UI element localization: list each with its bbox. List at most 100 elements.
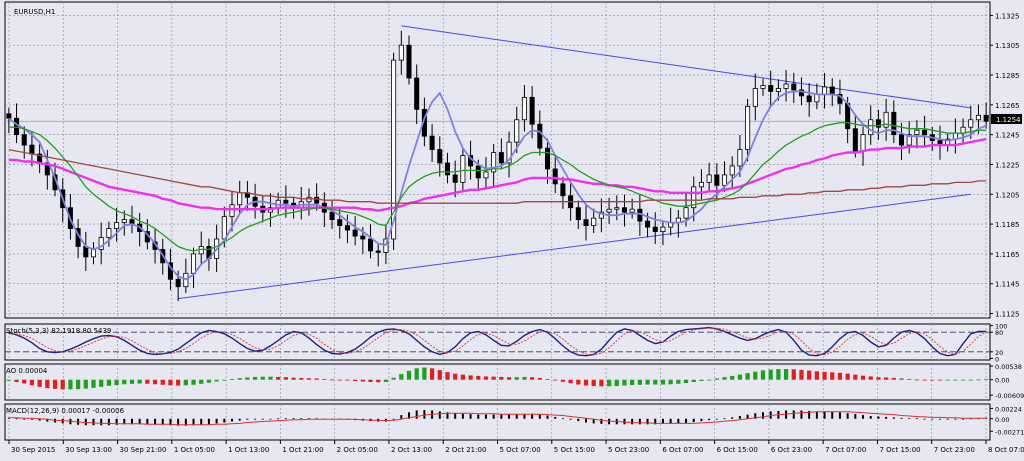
macd-bar [708,418,711,421]
macd-bar [100,418,103,426]
price-tick-label: 1.1185 [995,221,1020,229]
macd-bar [484,414,487,419]
x-tick-label: 1 Oct 13:00 [228,446,269,454]
candle-body [121,219,127,224]
candle-body [791,83,797,91]
candle-body [814,94,820,103]
macd-tick-label: -0.00271 [995,428,1024,436]
ao-bar [730,375,735,380]
macd-bar [546,415,549,419]
macd-bar [584,418,587,423]
macd-bar [461,413,464,419]
macd-bar [423,410,426,419]
stoch-signal-line [8,327,987,356]
ao-bar [229,379,235,381]
candle-body [891,111,897,136]
macd-bar [561,418,564,420]
moving-average-line [8,148,987,204]
candle-body [398,44,404,61]
candle-body [306,196,312,203]
trendline[interactable] [178,193,971,300]
macd-bar [15,418,18,420]
stochastic-panel[interactable] [5,326,990,357]
stoch-tick-label: 80 [995,329,1003,337]
macd-bar [400,415,403,419]
price-tick-label: 1.1225 [995,161,1020,169]
candle-body [360,235,366,240]
ao-bar [145,379,150,384]
x-tick-label: 7 Oct 23:00 [934,446,975,454]
ao-bar [114,379,119,386]
candle-body [452,174,458,183]
trendline[interactable] [401,25,971,109]
ao-bar [953,379,958,381]
macd-bar [554,416,557,419]
axes: 30 Sep 2015 30 Sep 13:00 30 Sep 21:00 1 Oct… [8,12,1024,454]
candle-body [737,149,743,167]
candle-body [552,168,558,185]
ao-bar [306,378,312,380]
x-tick-label: 6 Oct 15:00 [717,446,758,454]
macd-bar [477,414,480,419]
macd-bar [931,418,934,420]
candle-body [491,152,497,173]
ao-bar [75,379,81,390]
ao-bar [606,379,612,387]
ao-bar [722,377,727,380]
ao-bar [660,379,666,385]
ao-bar [91,379,96,388]
macd-bar [500,414,503,419]
awesome-oscillator-panel[interactable] [6,367,989,390]
price-tick-label: 1.1205 [995,191,1020,199]
candle-body [691,186,697,209]
ao-bar [853,374,858,380]
macd-bar [300,418,303,420]
candle-body [175,278,181,288]
macd-bar [823,411,826,419]
ao-bar [176,379,181,386]
ao-bar [860,375,866,380]
ao-bar [214,379,219,382]
ao-bar [468,375,473,380]
candle-body [344,225,350,231]
ao-bar [922,379,927,381]
ao-title: AO 0.00004 [6,367,48,375]
ao-bar [576,379,581,385]
ao-bar [45,379,50,389]
ao-bar [160,379,165,385]
macd-bar [200,418,203,425]
ao-bar [930,379,935,381]
candle-body [98,237,104,250]
stoch-tick-label: 100 [995,323,1007,331]
ao-bar [768,369,773,380]
ao-bar [883,377,889,380]
macd-title: MACD(12,26,9) 0.00017 -0.00006 [6,407,125,415]
candle-body [191,253,197,274]
ao-bar [530,377,535,380]
candle-body [914,129,920,136]
macd-panel[interactable] [7,410,988,426]
candle-body [221,216,227,240]
candle-body [752,88,758,107]
ao-bar [799,369,804,380]
ao-bar [199,379,204,384]
ao-bar [14,379,19,382]
ao-bar [591,379,596,387]
ao-bar [6,379,11,381]
candle-body [506,141,512,164]
ao-bar [707,379,712,381]
candle-body [906,134,912,146]
candle-body [822,86,828,95]
price-panel[interactable] [5,25,990,302]
ao-bar [760,370,766,380]
ao-bar [337,379,342,381]
macd-bar [254,418,257,420]
ao-bar [29,379,35,386]
macd-bar [38,418,41,421]
ao-bar [945,379,950,381]
ao-bar [399,374,404,380]
ao-bar [968,379,973,381]
ao-bar [483,376,489,380]
ao-bar [460,374,465,380]
price-tick-label: 1.1325 [995,12,1020,20]
